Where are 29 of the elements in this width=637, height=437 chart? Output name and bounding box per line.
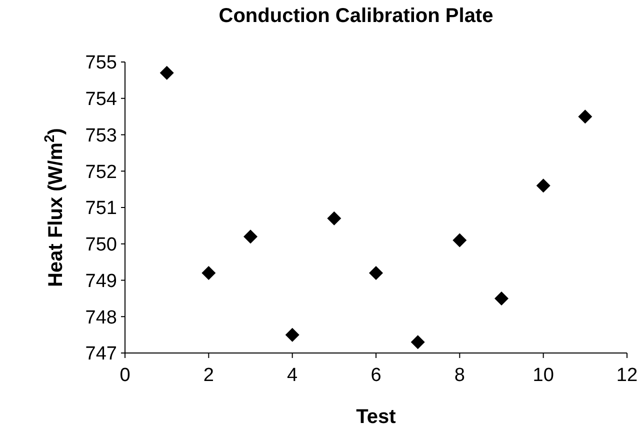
point	[202, 266, 216, 280]
point	[536, 178, 550, 193]
x-tick-label: 8	[454, 365, 465, 386]
y-tick-label: 754	[85, 89, 118, 110]
chart-title: Conduction Calibration Plate	[218, 5, 494, 27]
x-tick-label: 6	[370, 365, 382, 386]
point	[285, 328, 300, 342]
y-tick-label: 753	[85, 125, 117, 146]
x-tick-label: 10	[532, 365, 554, 386]
point	[327, 211, 342, 226]
y-tick-label: 752	[85, 162, 117, 183]
y-tick-label: 751	[85, 198, 117, 220]
y-tick-label: 748	[85, 307, 117, 328]
point	[578, 110, 592, 124]
y-tick-label: 747	[85, 344, 117, 365]
x-tick-label: 2	[203, 365, 214, 386]
point	[369, 266, 383, 280]
y-tick-label: 749	[85, 270, 117, 292]
x-tick-label: 4	[287, 365, 298, 386]
x-tick-label: 0	[120, 365, 130, 386]
y-tick-label: 750	[85, 234, 117, 256]
point	[160, 66, 174, 80]
y-tick-label: 755	[85, 52, 117, 74]
point	[452, 233, 467, 248]
x-axis-title: Test	[356, 406, 396, 428]
point	[494, 291, 508, 306]
point	[410, 335, 425, 350]
point	[244, 230, 258, 244]
x-tick-label: 12	[616, 365, 637, 386]
